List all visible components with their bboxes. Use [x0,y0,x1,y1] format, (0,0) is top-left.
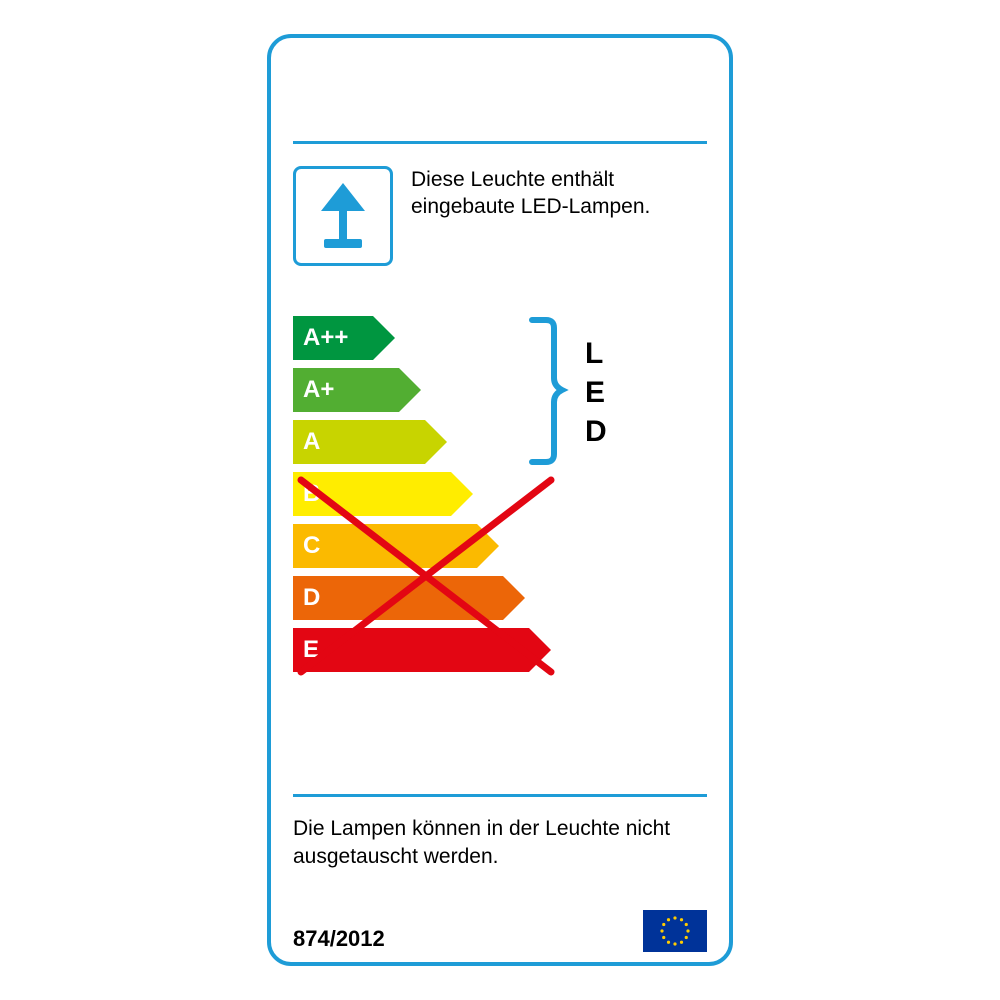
description-text: Diese Leuchte enthält eingebaute LED-Lam… [411,166,707,221]
bottom-section: Die Lampen können in der Leuchte nicht a… [293,794,707,962]
energy-bar-label: E [293,628,529,672]
main-section: Diese Leuchte enthält eingebaute LED-Lam… [271,144,729,794]
energy-chart: A++A+ABCDE L E D [293,316,707,696]
energy-bar-label: D [293,576,503,620]
energy-bar-label: B [293,472,451,516]
led-bracket [528,316,578,471]
regulation-number: 874/2012 [293,926,385,952]
top-row: Diese Leuchte enthält eingebaute LED-Lam… [293,166,707,266]
energy-bar-label: C [293,524,477,568]
energy-label: Diese Leuchte enthält eingebaute LED-Lam… [267,34,733,966]
energy-bar-label: A [293,420,425,464]
bottom-note: Die Lampen können in der Leuchte nicht a… [293,815,707,870]
footer-row: 874/2012 [293,910,707,952]
led-letter-l: L [585,334,607,373]
energy-bar-arrow [451,472,473,516]
energy-bar-E: E [293,628,529,672]
energy-bar-arrow [425,420,447,464]
energy-bar-D: D [293,576,529,620]
eu-flag-icon [643,910,707,952]
lamp-icon [306,179,380,253]
header-blank [293,38,707,144]
energy-bar-arrow [373,316,395,360]
energy-bar-arrow [399,368,421,412]
led-letter-d: D [585,412,607,451]
energy-bar-arrow [477,524,499,568]
energy-bar-arrow [529,628,551,672]
energy-bar-arrow [503,576,525,620]
energy-bar-B: B [293,472,529,516]
energy-bar-C: C [293,524,529,568]
lamp-icon-box [293,166,393,266]
energy-bars: A++ A+ ABCDE [293,316,529,680]
energy-bar-Aplusplus: A++ [293,316,529,360]
led-label: L E D [585,334,607,451]
led-letter-e: E [585,373,607,412]
energy-bar-label: A++ [293,316,373,360]
energy-bar-label: A+ [293,368,399,412]
energy-bar-Aplus: A+ [293,368,529,412]
energy-bar-A: A [293,420,529,464]
